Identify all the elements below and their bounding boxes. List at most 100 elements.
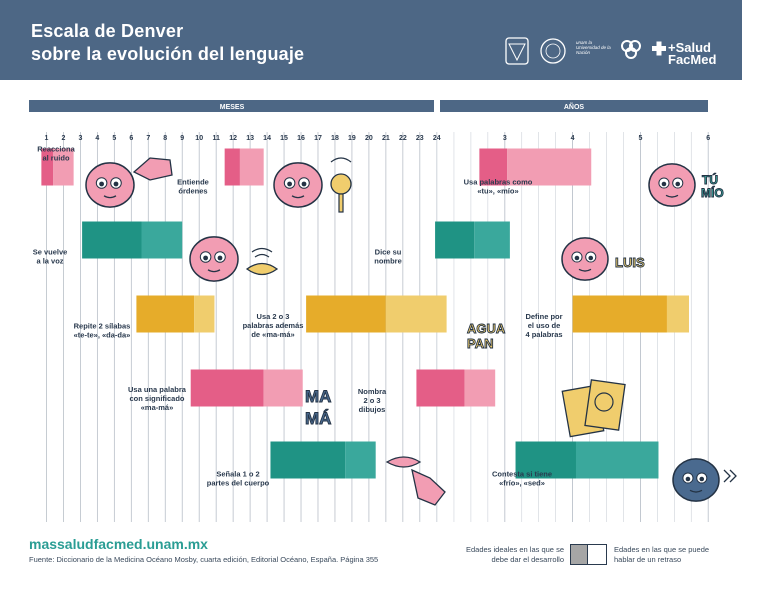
bar-label: Repite 2 sílabas «te-te», «da-da» xyxy=(74,322,131,340)
bar-ideal xyxy=(82,221,142,259)
bar-ideal xyxy=(41,148,54,186)
bar-label: Reacciona al ruido xyxy=(37,145,75,163)
bar-ideal xyxy=(572,295,667,333)
month-tick-label: 21 xyxy=(382,135,390,142)
bar-delay xyxy=(464,369,496,407)
baby-face-icon xyxy=(85,162,135,208)
month-tick-label: 18 xyxy=(331,135,339,142)
legend-delay-swatch xyxy=(588,544,607,565)
month-tick-label: 23 xyxy=(416,135,424,142)
lips-icon xyxy=(385,456,422,468)
bar-delay xyxy=(666,295,689,333)
child-face-icon xyxy=(648,163,696,207)
legend-ideal-label: Edades ideales en las que se debe dar el… xyxy=(466,545,564,564)
year-tick-label: 5 xyxy=(638,135,642,142)
word-ma: MA xyxy=(305,387,331,406)
month-tick-label: 19 xyxy=(348,135,356,142)
pupil xyxy=(301,181,307,187)
pointing-hand-icon xyxy=(132,157,173,181)
pupil xyxy=(287,181,292,187)
pupil xyxy=(661,181,667,187)
years-header-label: AÑOS xyxy=(564,102,585,111)
bar-label: Nombra 2 o 3 dibujos xyxy=(358,387,387,414)
month-tick-label: 14 xyxy=(263,135,271,142)
bar-label: Usa una palabra con significado «ma-má» xyxy=(128,385,187,412)
mouth xyxy=(103,195,117,199)
child-face-icon xyxy=(561,237,609,281)
bar-label: Define por el uso de 4 palabras xyxy=(525,312,562,339)
bar-delay xyxy=(53,148,74,186)
unam-shield-logo xyxy=(505,37,529,65)
bar-label: Usa palabras como «tu», «mío» xyxy=(464,178,533,196)
mouth xyxy=(665,194,679,198)
bar-ideal xyxy=(190,369,264,407)
month-tick-label: 13 xyxy=(246,135,254,142)
pupil xyxy=(113,181,119,187)
month-tick-label: 3 xyxy=(78,135,82,142)
mouth xyxy=(578,268,592,272)
month-tick-label: 9 xyxy=(180,135,184,142)
rattle-handle xyxy=(338,193,344,213)
footer-source: Fuente: Diccionario de la Medicina Océan… xyxy=(29,555,379,564)
year-tick-label: 6 xyxy=(706,135,710,142)
mouth xyxy=(207,269,221,273)
month-tick-label: 1 xyxy=(45,135,49,142)
face xyxy=(85,162,135,208)
month-tick-label: 12 xyxy=(229,135,237,142)
month-tick-label: 10 xyxy=(195,135,203,142)
facmed-seal-logo xyxy=(540,38,566,64)
bar-ideal xyxy=(136,295,195,333)
month-tick-label: 2 xyxy=(61,135,65,142)
picture-cards-icon xyxy=(561,379,626,438)
months-header-bar xyxy=(29,100,434,112)
month-tick-label: 8 xyxy=(163,135,167,142)
month-tick-label: 11 xyxy=(212,135,220,142)
face xyxy=(273,162,323,208)
month-tick-label: 20 xyxy=(365,135,373,142)
pupil xyxy=(699,476,705,482)
footer-url[interactable]: massaludfacmed.unam.mx xyxy=(29,536,208,552)
mouth xyxy=(689,489,703,493)
month-tick-label: 15 xyxy=(280,135,288,142)
pupil xyxy=(99,181,104,187)
pupil xyxy=(203,255,209,261)
page-subtitle: sobre la evolución del lenguaje xyxy=(31,44,305,64)
year-tick-label: 4 xyxy=(571,135,575,142)
hand-icon xyxy=(411,468,446,506)
plus-icon xyxy=(652,41,666,56)
months-header-label: MESES xyxy=(220,104,245,111)
bar-ideal xyxy=(479,148,508,186)
worried-face-icon xyxy=(672,458,720,502)
logo-strip xyxy=(505,37,666,65)
bar-ideal xyxy=(416,369,465,407)
coordinacion-logo xyxy=(621,40,641,59)
bar-delay xyxy=(263,369,303,407)
legend-delay-label: Edades en las que se puede hablar de un … xyxy=(614,545,710,564)
bar-label: Contesta si tiene «frío», «sed» xyxy=(492,470,552,488)
month-tick-label: 5 xyxy=(112,135,116,142)
header-banner: Escala de Denver sobre la evolución del … xyxy=(0,0,742,80)
rattle-icon xyxy=(330,157,352,213)
word-tu: TÚ xyxy=(702,172,718,187)
pupil xyxy=(574,255,580,261)
bar-delay xyxy=(385,295,447,333)
bar-ideal xyxy=(306,295,386,333)
face xyxy=(189,236,239,282)
bar-delay xyxy=(141,221,183,259)
bar-label: Entiende órdenes xyxy=(177,178,209,196)
bar-delay xyxy=(239,148,264,186)
month-tick-label: 4 xyxy=(95,135,99,142)
face xyxy=(561,237,609,281)
pupil xyxy=(588,255,594,261)
pupil xyxy=(675,181,681,187)
legend-ideal-swatch xyxy=(570,544,588,565)
month-tick-label: 16 xyxy=(297,135,305,142)
baby-face-icon xyxy=(273,162,323,208)
chevrons-icon xyxy=(723,469,737,483)
mouth xyxy=(291,195,305,199)
face xyxy=(648,163,696,207)
bar-ideal xyxy=(515,441,576,479)
cat-outline xyxy=(594,392,614,412)
bar-delay xyxy=(345,441,376,479)
